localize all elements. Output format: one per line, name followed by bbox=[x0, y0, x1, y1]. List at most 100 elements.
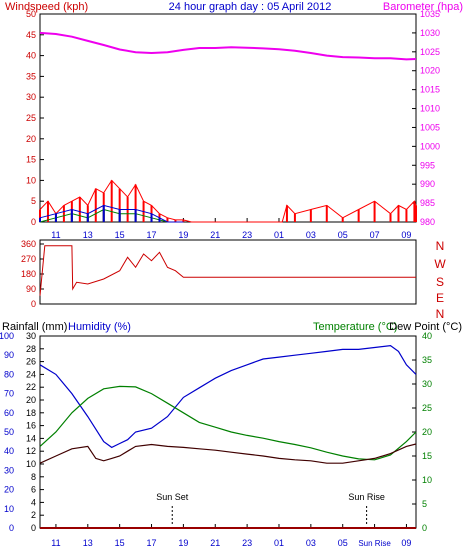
x-tick-label-top: 15 bbox=[115, 230, 125, 240]
temperature-tick-label: 5 bbox=[422, 499, 427, 509]
compass-label: N bbox=[436, 307, 445, 321]
rainfall-tick-label: 12 bbox=[26, 446, 36, 456]
x-tick-label-top: 23 bbox=[242, 230, 252, 240]
x-tick-label-top: 21 bbox=[210, 230, 220, 240]
rainfall-tick-label: 2 bbox=[31, 510, 36, 520]
rainfall-tick-label: 16 bbox=[26, 421, 36, 431]
x-tick-label-top: 17 bbox=[147, 230, 157, 240]
barometer-axis-title: Barometer (hpa) bbox=[383, 1, 463, 13]
wind-tick-label: 5 bbox=[31, 196, 36, 206]
wind-tick-label: 30 bbox=[26, 92, 36, 102]
rainfall-tick-label: 10 bbox=[26, 459, 36, 469]
x-tick-label-bottom: 05 bbox=[338, 538, 348, 548]
sun-annotation: Sun Set bbox=[156, 492, 189, 502]
chart-title: 24 hour graph day : 05 April 2012 bbox=[169, 1, 332, 13]
temperature-tick-label: 0 bbox=[422, 523, 427, 533]
direction-line bbox=[39, 245, 416, 296]
rainfall-tick-label: 22 bbox=[26, 382, 36, 392]
x-tick-label-bottom: 23 bbox=[242, 538, 252, 548]
temperature-tick-label: 10 bbox=[422, 475, 432, 485]
rainfall-tick-label: 24 bbox=[26, 369, 36, 379]
barometer-tick-label: 1015 bbox=[420, 85, 440, 95]
compass-label: N bbox=[436, 239, 445, 253]
direction-tick-label: 360 bbox=[21, 239, 36, 249]
barometer-tick-label: 980 bbox=[420, 217, 435, 227]
humidity-tick-label: 100 bbox=[0, 331, 14, 341]
rainfall-tick-label: 18 bbox=[26, 408, 36, 418]
wind-tick-label: 0 bbox=[31, 217, 36, 227]
wind-tick-label: 40 bbox=[26, 51, 36, 61]
barometer-tick-label: 1020 bbox=[420, 66, 440, 76]
wind-tick-label: 10 bbox=[26, 175, 36, 185]
x-tick-label-top: 01 bbox=[274, 230, 284, 240]
barometer-tick-label: 1005 bbox=[420, 122, 440, 132]
barometer-line bbox=[39, 31, 417, 61]
wind-tick-label: 50 bbox=[26, 9, 36, 19]
direction-tick-label: 90 bbox=[26, 284, 36, 294]
compass-label: W bbox=[434, 257, 446, 271]
direction-tick-label: 180 bbox=[21, 269, 36, 279]
x-tick-label-top: 03 bbox=[306, 230, 316, 240]
rainfall-tick-label: 8 bbox=[31, 472, 36, 482]
dewpoint-line bbox=[39, 443, 417, 464]
direction-tick-label: 270 bbox=[21, 254, 36, 264]
x-tick-label-bottom: 17 bbox=[147, 538, 157, 548]
dewpoint-axis-title: Dew Point (°C) bbox=[389, 321, 462, 333]
x-tick-label-top: 13 bbox=[83, 230, 93, 240]
barometer-tick-label: 995 bbox=[420, 160, 435, 170]
humidity-line bbox=[39, 344, 417, 449]
temperature-line bbox=[39, 385, 417, 461]
rainfall-tick-label: 30 bbox=[26, 331, 36, 341]
rainfall-axis-title: Rainfall (mm) bbox=[2, 321, 67, 333]
humidity-axis-title: Humidity (%) bbox=[68, 321, 131, 333]
compass-label: E bbox=[436, 291, 444, 305]
rainfall-tick-label: 14 bbox=[26, 433, 36, 443]
x-tick-label-top: 11 bbox=[51, 230, 60, 240]
x-tick-label-bottom: 21 bbox=[210, 538, 220, 548]
x-tick-label-bottom: 19 bbox=[178, 538, 188, 548]
direction-tick-label: 0 bbox=[31, 299, 36, 309]
humidity-tick-label: 30 bbox=[4, 465, 14, 475]
temperature-tick-label: 20 bbox=[422, 427, 432, 437]
wind-tick-label: 15 bbox=[26, 155, 36, 165]
humidity-tick-label: 0 bbox=[9, 523, 14, 533]
humidity-tick-label: 10 bbox=[4, 504, 14, 514]
barometer-tick-label: 1010 bbox=[420, 104, 440, 114]
rainfall-tick-label: 26 bbox=[26, 357, 36, 367]
x-tick-label-bottom: 15 bbox=[115, 538, 125, 548]
rainfall-tick-label: 4 bbox=[31, 497, 36, 507]
x-tick-label-bottom: 09 bbox=[401, 538, 411, 548]
wind_avg-line bbox=[39, 204, 184, 223]
humidity-tick-label: 50 bbox=[4, 427, 14, 437]
x-tick-label-bottom: 03 bbox=[306, 538, 316, 548]
barometer-tick-label: 1025 bbox=[420, 47, 440, 57]
barometer-tick-label: 1030 bbox=[420, 28, 440, 38]
x-tick-label-bottom: Sun Rise bbox=[358, 539, 391, 548]
temperature-tick-label: 15 bbox=[422, 451, 432, 461]
sun-annotation: Sun Rise bbox=[348, 492, 385, 502]
temperature-axis-title: Temperature (°C) bbox=[313, 321, 397, 333]
humidity-tick-label: 20 bbox=[4, 485, 14, 495]
barometer-tick-label: 985 bbox=[420, 198, 435, 208]
rainfall-tick-label: 28 bbox=[26, 344, 36, 354]
wind-axis-title: Windspeed (kph) bbox=[5, 1, 88, 13]
wind-tick-label: 20 bbox=[26, 134, 36, 144]
rainfall-tick-label: 0 bbox=[31, 523, 36, 533]
x-tick-label-top: 05 bbox=[338, 230, 348, 240]
barometer-tick-label: 1000 bbox=[420, 141, 440, 151]
barometer-tick-label: 990 bbox=[420, 179, 435, 189]
direction-panel-frame bbox=[39, 239, 417, 305]
x-tick-label-bottom: 11 bbox=[51, 538, 60, 548]
wind-tick-label: 25 bbox=[26, 113, 36, 123]
x-tick-label-bottom: 13 bbox=[83, 538, 93, 548]
humidity-tick-label: 60 bbox=[4, 408, 14, 418]
compass-label: S bbox=[436, 275, 444, 289]
temperature-tick-label: 35 bbox=[422, 355, 432, 365]
temperature-tick-label: 30 bbox=[422, 379, 432, 389]
humidity-tick-label: 70 bbox=[4, 389, 14, 399]
x-tick-label-top: 19 bbox=[178, 230, 188, 240]
humidity-tick-label: 80 bbox=[4, 369, 14, 379]
x-tick-label-bottom: 01 bbox=[274, 538, 284, 548]
wind-tick-label: 35 bbox=[26, 71, 36, 81]
